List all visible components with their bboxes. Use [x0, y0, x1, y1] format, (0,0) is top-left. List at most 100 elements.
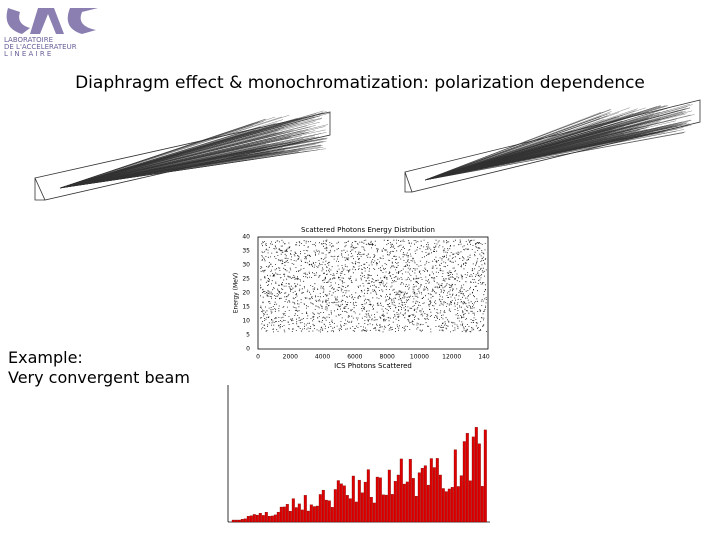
hist-bar	[315, 505, 319, 523]
plot-title: Scattered Photons Energy Distribution	[301, 226, 435, 234]
hist-bar	[240, 519, 244, 523]
hist-bar	[288, 511, 292, 523]
hist-bar	[387, 469, 391, 523]
hist-bar	[414, 496, 418, 523]
3d-plots	[34, 99, 701, 201]
x-tick-label: 0	[256, 354, 260, 361]
logo-shape	[6, 8, 30, 34]
hist-bar	[270, 515, 274, 523]
logo-line: L I N E A I R E	[4, 50, 51, 58]
hist-bar	[375, 476, 379, 523]
hist-bar	[309, 504, 313, 523]
hist-bar	[393, 481, 397, 523]
hist-bar	[231, 519, 235, 523]
hist-bar	[279, 506, 283, 523]
logo-shape	[30, 8, 64, 34]
hist-bar	[276, 511, 280, 523]
hist-bar	[357, 479, 361, 523]
hist-bar	[300, 509, 304, 523]
hist-bar	[456, 486, 460, 523]
hist-bar	[324, 499, 328, 523]
beam-lines	[59, 103, 695, 189]
x-tick-label: 2000	[283, 354, 298, 361]
y-label: Energy (MeV)	[233, 273, 240, 314]
hist-bar	[267, 515, 271, 523]
x-tick-label: 8000	[380, 354, 395, 361]
hist-bar	[384, 494, 388, 523]
x-tick-label: 4000	[315, 354, 330, 361]
logo: LABORATOIRE DE L'ACCELERATEUR L I N E A …	[4, 8, 98, 58]
hist-bar	[297, 503, 301, 523]
x-label: ICS Photons Scattered	[334, 362, 412, 370]
hist-bar	[294, 507, 298, 523]
hist-bar	[408, 458, 412, 523]
hist-bar	[333, 489, 337, 523]
scatter-points	[260, 239, 487, 333]
hist-bar	[369, 497, 373, 523]
hist-bar	[351, 475, 355, 523]
hist-bar	[330, 507, 334, 523]
hist-bar	[372, 502, 376, 523]
y-tick-label: 35	[242, 248, 250, 255]
hist-bar	[261, 515, 265, 523]
hist-bar	[255, 514, 259, 523]
hist-bar	[264, 512, 268, 523]
hist-bar	[417, 472, 421, 523]
y-tick-label: 40	[242, 234, 250, 241]
y-tick-label: 15	[242, 304, 250, 311]
hist-bar	[312, 506, 316, 523]
hist-bar	[366, 469, 370, 523]
histogram-panel	[227, 385, 490, 523]
y-tick-label: 25	[242, 276, 250, 283]
hist-bar	[441, 488, 445, 523]
y-tick-label: 0	[246, 346, 250, 353]
hist-bar	[435, 458, 439, 523]
x-tick-label: 6000	[347, 354, 362, 361]
logo-shape	[67, 8, 98, 34]
hist-bar	[402, 483, 406, 523]
hist-bar	[339, 483, 343, 523]
hist-bar	[243, 518, 247, 523]
hist-bar	[465, 433, 469, 523]
hist-bar	[303, 495, 307, 523]
hist-bar	[249, 515, 253, 523]
x-tick-label: 140	[478, 354, 490, 361]
hist-bar	[399, 458, 403, 523]
hist-bar	[378, 477, 382, 523]
hist-bar	[432, 467, 436, 523]
hist-bar	[405, 481, 409, 523]
hist-bar	[381, 494, 385, 523]
hist-bar	[483, 429, 487, 523]
hist-bar	[234, 519, 238, 523]
hist-bar	[450, 487, 454, 523]
hist-bar	[285, 504, 289, 523]
hist-bar	[411, 478, 415, 523]
hist-bar	[462, 441, 466, 523]
hist-bar	[426, 484, 430, 523]
hist-bar	[291, 498, 295, 523]
hist-bar	[246, 516, 250, 523]
hist-bar	[360, 492, 364, 523]
caption: Very convergent beam	[8, 368, 190, 387]
hist-bar	[318, 494, 322, 523]
hist-bar	[363, 481, 367, 523]
hist-bar	[474, 427, 478, 523]
plot-frame	[257, 236, 489, 350]
hist-bar	[348, 498, 352, 523]
hist-bar	[420, 468, 424, 523]
hist-bar	[453, 449, 457, 523]
hist-bar	[258, 512, 262, 523]
3d-box	[34, 111, 331, 201]
x-tick-label: 12000	[442, 354, 461, 361]
hist-bar	[273, 514, 277, 523]
hist-bar	[336, 480, 340, 523]
y-tick-label: 10	[242, 318, 250, 325]
logo-line: DE L'ACCELERATEUR	[4, 43, 77, 51]
hist-bar	[237, 519, 241, 523]
hist-bar	[444, 491, 448, 523]
hist-bar	[252, 514, 256, 523]
y-tick-label: 5	[246, 332, 250, 339]
hist-bar	[471, 436, 475, 523]
